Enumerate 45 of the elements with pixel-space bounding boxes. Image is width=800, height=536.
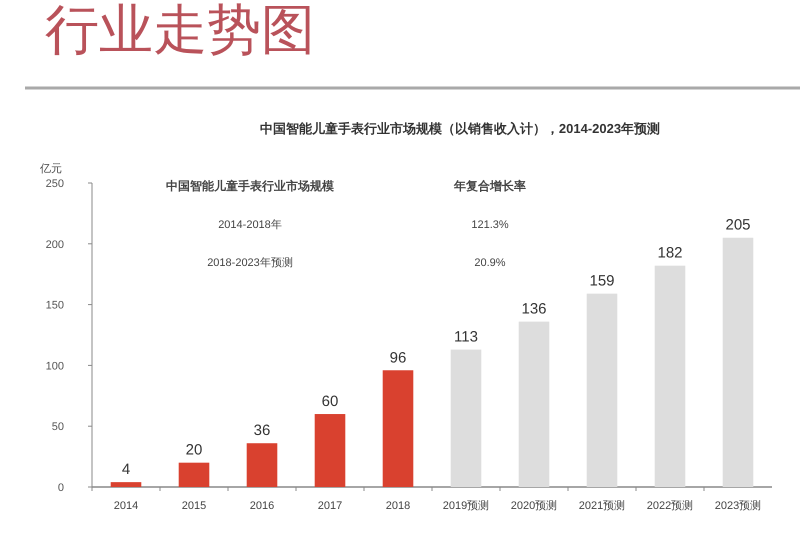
data-label: 113 [454,328,478,346]
x-tick-label: 2016 [250,500,274,512]
data-label: 205 [725,216,751,234]
x-tick-label: 2018 [386,500,410,512]
bar [314,414,346,487]
x-tick-label: 2019预测 [442,500,490,512]
bar [654,266,686,487]
y-tick-label: 100 [46,360,64,372]
chart-subtitle: 中国智能儿童手表行业市场规模（以销售收入计），2014-2023年预测 [260,121,660,136]
bar [382,370,414,487]
x-tick-label: 2023预测 [714,500,762,512]
x-tick-label: 2020预测 [510,500,558,512]
bar [246,443,278,487]
annotation: 20.9% [474,257,506,269]
x-tick-label: 2017 [318,500,342,512]
data-label: 36 [254,422,270,440]
y-axis-title: 亿元 [39,163,62,175]
x-tick-label: 2022预测 [646,500,694,512]
annotation: 年复合增长率 [453,179,526,193]
bar [450,350,482,487]
x-tick-label: 2015 [182,500,206,512]
data-label: 182 [657,244,683,262]
annotation: 中国智能儿童手表行业市场规模 [166,179,334,193]
title: 行业走势图 [45,0,315,60]
data-label: 60 [322,393,338,410]
data-label: 4 [122,461,130,478]
y-tick-label: 0 [58,482,64,494]
y-tick-label: 150 [46,300,64,312]
bar [178,462,210,487]
annotation: 121.3% [471,219,509,231]
data-label: 159 [589,272,615,290]
y-tick-label: 50 [52,421,64,434]
x-tick-label: 2014 [114,500,138,512]
x-tick-label: 2021预测 [578,500,626,512]
bar [518,322,550,487]
annotation: 2014-2018年 [218,219,282,231]
y-tick-label: 200 [46,238,64,251]
data-label: 136 [521,300,547,318]
bar [722,238,754,487]
data-label: 20 [186,442,202,459]
annotation: 2018-2023年预测 [207,257,293,269]
bar [110,482,142,487]
data-label: 96 [390,349,406,366]
y-tick-label: 250 [46,178,64,190]
bar [586,294,618,487]
